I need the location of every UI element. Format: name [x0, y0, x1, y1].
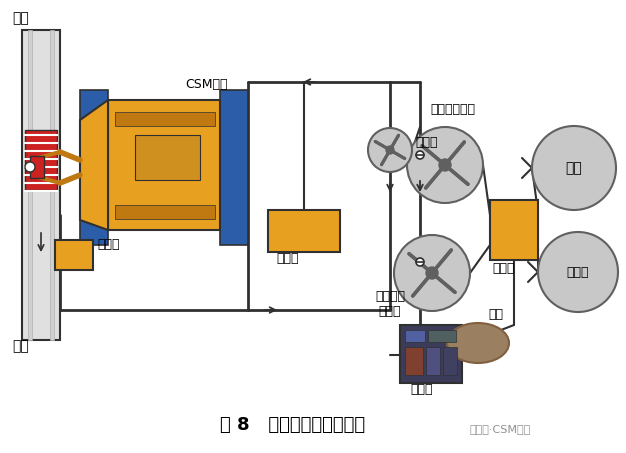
Bar	[405, 330, 425, 342]
Text: 混合器: 混合器	[492, 262, 515, 275]
Bar	[443, 347, 457, 375]
Circle shape	[426, 267, 438, 279]
Polygon shape	[80, 100, 108, 230]
Bar	[115, 112, 215, 126]
Text: 胶管泵: 胶管泵	[97, 238, 120, 251]
Bar	[50, 30, 54, 340]
Circle shape	[25, 162, 35, 172]
Circle shape	[416, 151, 424, 159]
Text: 除砂机: 除砂机	[410, 383, 433, 396]
Circle shape	[439, 159, 451, 171]
Text: 公众号·CSM工法: 公众号·CSM工法	[470, 424, 531, 434]
Bar	[55, 240, 93, 270]
Text: 土壤: 土壤	[488, 308, 503, 321]
Circle shape	[407, 127, 483, 203]
Text: 空压机: 空压机	[276, 252, 299, 265]
Bar	[80, 90, 108, 245]
Circle shape	[368, 128, 412, 172]
Text: CSM钻机: CSM钻机	[185, 78, 227, 91]
Text: 膨润土: 膨润土	[567, 265, 589, 279]
Bar	[405, 347, 423, 375]
Text: 水泥: 水泥	[566, 161, 582, 175]
Text: 输送泵: 输送泵	[415, 136, 438, 149]
Text: 膨润土浆
搅拌筒: 膨润土浆 搅拌筒	[375, 290, 405, 318]
Text: 水泥浆搅拌筒: 水泥浆搅拌筒	[430, 103, 475, 116]
Bar	[426, 347, 440, 375]
Bar	[28, 30, 32, 340]
Bar	[400, 325, 462, 383]
Bar	[490, 200, 538, 260]
Bar	[108, 100, 220, 230]
Bar	[115, 205, 215, 219]
Bar	[428, 330, 456, 342]
Circle shape	[386, 146, 394, 154]
Bar	[25, 130, 57, 190]
Text: 图 8   浆液制备与注浆系统: 图 8 浆液制备与注浆系统	[220, 416, 365, 434]
Bar	[135, 135, 200, 180]
Ellipse shape	[447, 323, 509, 363]
Bar	[22, 30, 60, 340]
Text: 沟槽: 沟槽	[12, 339, 29, 353]
Bar	[30, 156, 44, 178]
Circle shape	[532, 126, 616, 210]
Bar	[268, 210, 340, 252]
Bar	[220, 90, 248, 245]
Circle shape	[538, 232, 618, 312]
Circle shape	[416, 258, 424, 266]
Circle shape	[394, 235, 470, 311]
Text: 墙体: 墙体	[12, 11, 29, 25]
